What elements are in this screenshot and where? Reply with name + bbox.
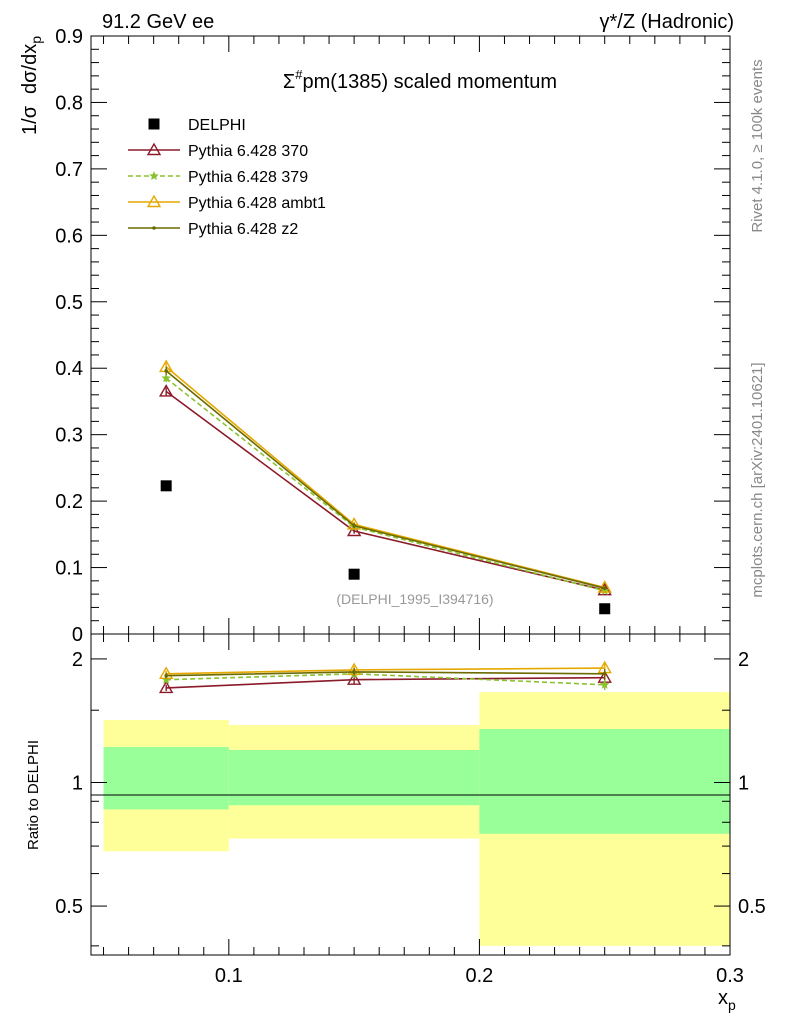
xlabel-main: x (718, 987, 728, 1009)
title-rest: pm(1385) scaled momentum (303, 71, 558, 93)
legend-marker (146, 142, 162, 156)
watermark: (DELPHI_1995_I394716) (336, 591, 493, 607)
legend-marker (152, 226, 156, 230)
mcplots-label: mcplots.cern.ch [arXiv:2401.10621] (749, 362, 766, 597)
ratio-ylabel: Ratio to DELPHI (25, 740, 42, 850)
x-axis-label: xp (718, 987, 736, 1013)
series-2 (158, 359, 612, 593)
legend-marker-data (148, 118, 160, 130)
ratio-y-tick-label: 1 (72, 772, 83, 794)
main-y-tick-label: 0 (72, 624, 83, 646)
ratio-y-tick-label-right: 1 (738, 772, 749, 794)
ratio-series (158, 660, 612, 694)
main-y-tick-label: 0.1 (55, 558, 83, 580)
ratio-point (158, 680, 174, 694)
main-y-axis: 0 0.1 0.2 0.3 0.4 0.5 0.6 0.7 0.8 0.9 (55, 26, 730, 646)
xlabel-sub: p (728, 997, 736, 1013)
x-tick-label: 0.3 (716, 965, 744, 987)
ylabel-a: 1/σ (19, 105, 41, 135)
x-tick-label: 0.2 (466, 965, 494, 987)
ratio-y-tick-label-right: 0.5 (738, 896, 766, 918)
main-y-tick-label: 0.9 (55, 26, 83, 48)
series-line (165, 366, 605, 589)
rivet-label: Rivet 4.1.0, ≥ 100k events (749, 59, 766, 232)
ylabel-sub: p (28, 36, 44, 44)
ratio-x-axis: 0.1 0.2 0.3 (103, 634, 744, 987)
series-3 (164, 366, 607, 590)
ratio-line (166, 676, 605, 689)
ratio-panel: 0.5 0.5 1 1 2 2 0.1 0.2 0.3 Ratio to DELPHI xp (25, 633, 766, 1013)
main-panel: Σ#pm(1385) scaled momentum 1/σ dσ/dxp (DE… (19, 26, 731, 646)
process-label: γ*/Z (Hadronic) (600, 11, 734, 33)
ratio-point (600, 679, 610, 689)
title-sym: Σ (283, 71, 295, 93)
series-point (352, 523, 356, 528)
legend: DELPHI Pythia 6.428 370 Pythia 6.428 379 Py… (128, 117, 326, 238)
ratio-y-axis: 0.5 0.5 1 1 2 2 (55, 649, 766, 947)
main-y-tick-label: 0.7 (55, 159, 83, 181)
data-point (599, 603, 611, 615)
ratio-series-3 (164, 668, 607, 679)
series-point (164, 369, 168, 373)
main-x-axis (103, 36, 731, 634)
main-y-tick-label: 0.8 (55, 92, 83, 114)
main-y-tick-label: 0.6 (55, 225, 83, 247)
ylabel-b: dσ/dx (19, 44, 41, 94)
legend-label: Pythia 6.428 379 (188, 169, 308, 186)
legend-label-data: DELPHI (188, 117, 246, 134)
data-point (160, 480, 172, 492)
series-point (158, 384, 174, 397)
series-line (165, 377, 605, 592)
series-point (346, 523, 362, 537)
ratio-y-tick-label-right: 2 (738, 649, 749, 671)
ratio-point (352, 670, 356, 674)
legend-label: Pythia 6.428 370 (188, 143, 308, 160)
main-title: Σ#pm(1385) scaled momentum (283, 67, 557, 93)
main-y-tick-label: 0.5 (55, 292, 83, 314)
legend-marker (146, 194, 162, 208)
series-point (602, 586, 607, 590)
legend-label: Pythia 6.428 ambt1 (188, 195, 326, 212)
series-0 (158, 384, 612, 596)
energy-label: 91.2 GeV ee (102, 11, 214, 33)
ratio-frame (90, 633, 731, 956)
ratio-band-green (228, 749, 480, 806)
ratio-y-tick-label: 0.5 (55, 896, 83, 918)
title-sup: # (295, 67, 303, 82)
x-tick-label: 0.1 (215, 965, 243, 987)
ratio-point (346, 672, 362, 685)
main-ylabel: 1/σ dσ/dxp (19, 36, 44, 135)
data-point (348, 568, 360, 580)
series-line (165, 370, 605, 589)
main-y-tick-label: 0.3 (55, 425, 83, 447)
legend-label: Pythia 6.428 z2 (188, 221, 298, 238)
data-points (160, 480, 611, 615)
ratio-band-green (479, 728, 730, 834)
ratio-y-tick-label: 2 (72, 649, 83, 671)
main-series (158, 359, 612, 615)
ratio-point (164, 673, 168, 678)
ratio-band-green (103, 747, 229, 810)
ratio-point (161, 674, 171, 684)
ratio-bands (103, 692, 730, 946)
ratio-point (602, 671, 607, 676)
series-1 (161, 373, 610, 595)
main-y-tick-label: 0.4 (55, 358, 83, 380)
series-point (161, 373, 171, 383)
main-y-tick-label: 0.2 (55, 491, 83, 513)
legend-marker (149, 171, 159, 180)
